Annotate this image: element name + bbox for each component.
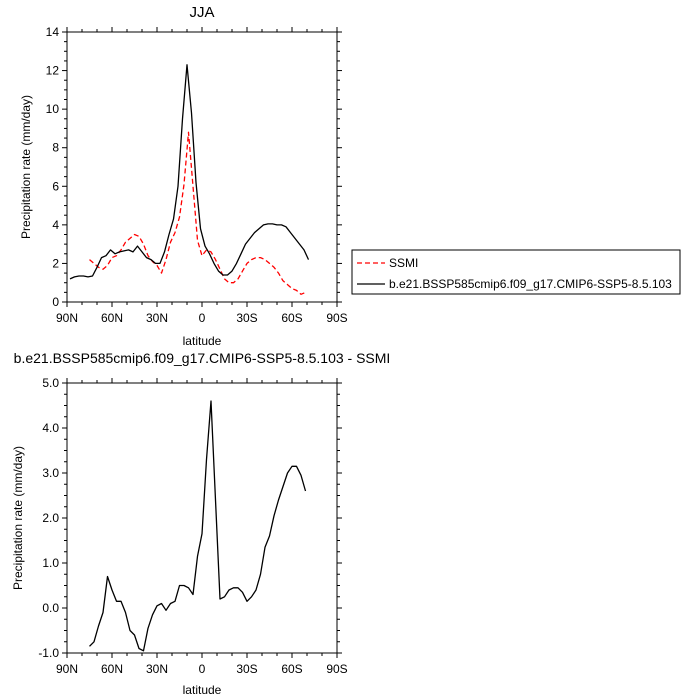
top-y-ticks: 0 2 4 6 8 10 12 14 [46,25,342,309]
top-y-tick-label: 12 [46,64,60,78]
bottom-x-tick-label: 90N [56,662,78,676]
legend: SSMI b.e21.BSSP585cmip6.f09_g17.CMIP6-SS… [351,249,681,295]
bottom-y-tick-label: 5.0 [42,376,59,390]
bottom-x-tick-label: 30S [236,662,257,676]
top-y-tick-label: 8 [52,141,59,155]
bottom-x-tick-label: 0 [199,662,206,676]
bottom-chart-title: b.e21.BSSP585cmip6.f09_g17.CMIP6-SSP5-8.… [14,350,391,366]
bottom-x-axis-label: latitude [183,683,222,697]
top-series-line-0 [89,131,306,295]
bottom-x-ticks: 90N 60N 30N 0 30S 60S 90S [56,378,348,676]
bottom-plot-frame [66,382,338,654]
legend-label-model: b.e21.BSSP585cmip6.f09_g17.CMIP6-SSP5-8.… [389,277,672,291]
bottom-y-tick-label: -1.0 [38,646,59,660]
legend-label-ssmi: SSMI [389,256,418,270]
top-y-axis-label: Precipitation rate (mm/day) [19,95,33,239]
bottom-y-axis-label: Precipitation rate (mm/day) [11,446,25,590]
top-y-tick-label: 0 [52,295,59,309]
bottom-y-ticks: -1.0 0.0 1.0 2.0 3.0 4.0 5.0 [38,376,342,660]
legend-box [351,249,681,295]
top-x-tick-label: 60N [101,311,123,325]
bottom-y-tick-label: 0.0 [42,601,59,615]
top-x-tick-label: 90S [326,311,347,325]
bottom-x-tick-label: 30N [146,662,168,676]
top-y-tick-label: 4 [52,218,59,232]
top-y-tick-label: 6 [52,179,59,193]
top-series-line-1 [69,64,310,280]
top-x-tick-label: 0 [199,311,206,325]
bottom-x-tick-label: 60S [281,662,302,676]
bottom-series-line-0 [89,400,307,652]
bottom-y-tick-label: 4.0 [42,421,59,435]
top-y-tick-label: 2 [52,256,59,270]
top-x-tick-label: 30N [146,311,168,325]
bottom-y-tick-label: 2.0 [42,511,59,525]
top-panel: JJA 0 2 4 6 8 10 12 14 90N 60N 30N 0 30S 60S 90S lati… [19,4,681,348]
top-plot-frame [66,31,338,303]
top-x-tick-label: 90N [56,311,78,325]
bottom-y-tick-label: 3.0 [42,466,59,480]
top-y-tick-label: 14 [46,25,60,39]
top-chart-title: JJA [189,4,214,21]
bottom-x-tick-label: 60N [101,662,123,676]
bottom-series-group [89,400,307,652]
top-x-axis-label: latitude [183,334,222,348]
bottom-y-tick-label: 1.0 [42,556,59,570]
top-x-ticks: 90N 60N 30N 0 30S 60S 90S [56,27,348,325]
top-x-tick-label: 30S [236,311,257,325]
top-y-tick-label: 10 [46,102,60,116]
bottom-panel: b.e21.BSSP585cmip6.f09_g17.CMIP6-SSP5-8.… [11,350,390,697]
top-series-group [69,64,310,295]
bottom-x-tick-label: 90S [326,662,347,676]
top-x-tick-label: 60S [281,311,302,325]
